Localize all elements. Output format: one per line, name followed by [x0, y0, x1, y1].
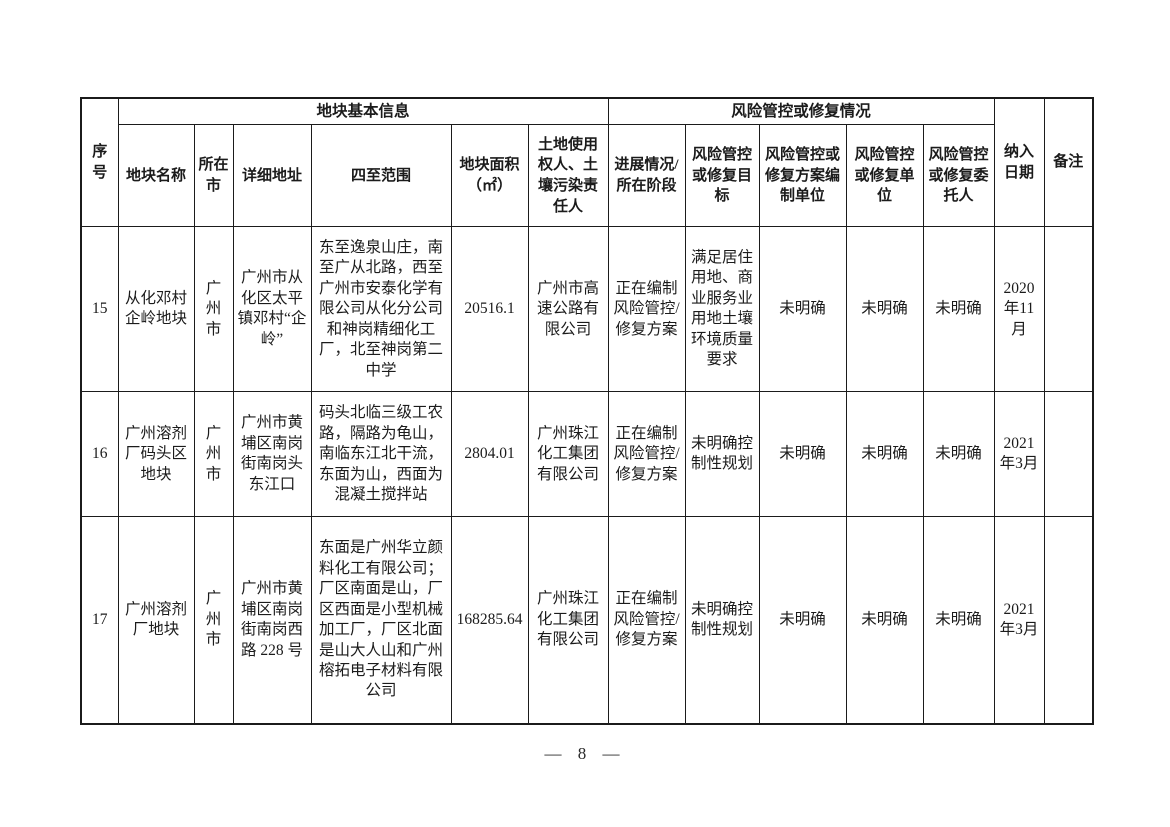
cell-repair-unit: 未明确 — [845, 391, 924, 518]
header-city: 所在市 — [193, 124, 234, 228]
cell-city: 广州市 — [193, 391, 234, 518]
header-boundaries: 四至范围 — [310, 124, 452, 228]
group-header-row: 序号 地块基本信息 风险管控或修复情况 纳入日期 备注 — [80, 97, 1094, 228]
land-parcel-table: 序号 地块基本信息 风险管控或修复情况 纳入日期 备注 地块名称 所在市 详细地… — [80, 97, 1095, 725]
page-number: — 8 — — [544, 744, 626, 763]
cell-area: 168285.64 — [450, 516, 529, 725]
cell-remark — [1043, 516, 1094, 725]
header-progress: 进展情况/所在阶段 — [607, 124, 686, 228]
cell-seq: 17 — [80, 516, 119, 725]
cell-client: 未明确 — [922, 516, 995, 725]
header-repair-unit: 风险管控或修复单位 — [845, 124, 924, 228]
cell-progress: 正在编制风险管控/修复方案 — [607, 516, 686, 725]
header-address: 详细地址 — [232, 124, 312, 228]
cell-address: 广州市黄埔区南岗街南岗头东江口 — [232, 391, 312, 518]
cell-plan-unit: 未明确 — [758, 391, 847, 518]
cell-repair-unit: 未明确 — [845, 226, 924, 393]
header-owner: 土地使用权人、土壤污染责任人 — [527, 124, 609, 228]
group-header-risk-info: 风险管控或修复情况 — [607, 97, 995, 126]
cell-plot-name: 广州溶剂厂码头区地块 — [117, 391, 195, 518]
header-date: 纳入日期 — [993, 97, 1045, 228]
cell-area: 20516.1 — [450, 226, 529, 393]
cell-plot-name: 从化邓村企岭地块 — [117, 226, 195, 393]
header-plan-unit: 风险管控或修复方案编制单位 — [758, 124, 847, 228]
cell-address: 广州市黄埔区南岗街南岗西路 228 号 — [232, 516, 312, 725]
cell-target: 满足居住用地、商业服务业用地土壤环境质量要求 — [684, 226, 760, 393]
cell-owner: 广州珠江化工集团有限公司 — [527, 516, 609, 725]
cell-seq: 15 — [80, 226, 119, 393]
header-remark: 备注 — [1043, 97, 1094, 228]
cell-date: 2021年3月 — [993, 391, 1045, 518]
cell-city: 广州市 — [193, 226, 234, 393]
header-plot-name: 地块名称 — [117, 124, 195, 228]
cell-boundaries: 码头北临三级工农路，隔路为龟山，南临东江北干流，东面为山，西面为混凝土搅拌站 — [310, 391, 452, 518]
cell-city: 广州市 — [193, 516, 234, 725]
table-row: 15 从化邓村企岭地块 广州市 广州市从化区太平镇邓村“企岭” 东至逸泉山庄，南… — [80, 226, 1094, 393]
cell-boundaries: 东至逸泉山庄，南至广从北路，西至广州市安泰化学有限公司从化分公司和神岗精细化工厂… — [310, 226, 452, 393]
cell-date: 2020年11月 — [993, 226, 1045, 393]
cell-plan-unit: 未明确 — [758, 226, 847, 393]
cell-owner: 广州市高速公路有限公司 — [527, 226, 609, 393]
header-client: 风险管控或修复委托人 — [922, 124, 995, 228]
cell-progress: 正在编制风险管控/修复方案 — [607, 391, 686, 518]
cell-plot-name: 广州溶剂厂地块 — [117, 516, 195, 725]
cell-remark — [1043, 391, 1094, 518]
cell-client: 未明确 — [922, 226, 995, 393]
header-area: 地块面积（㎡） — [450, 124, 529, 228]
cell-plan-unit: 未明确 — [758, 516, 847, 725]
cell-progress: 正在编制风险管控/修复方案 — [607, 226, 686, 393]
table-row: 17 广州溶剂厂地块 广州市 广州市黄埔区南岗街南岗西路 228 号 东面是广州… — [80, 516, 1094, 725]
cell-remark — [1043, 226, 1094, 393]
cell-target: 未明确控制性规划 — [684, 391, 760, 518]
cell-client: 未明确 — [922, 391, 995, 518]
cell-target: 未明确控制性规划 — [684, 516, 760, 725]
header-target: 风险管控或修复目标 — [684, 124, 760, 228]
cell-repair-unit: 未明确 — [845, 516, 924, 725]
header-seq: 序号 — [80, 97, 119, 228]
cell-seq: 16 — [80, 391, 119, 518]
table-row: 16 广州溶剂厂码头区地块 广州市 广州市黄埔区南岗街南岗头东江口 码头北临三级… — [80, 391, 1094, 518]
cell-boundaries: 东面是广州华立颜料化工有限公司；厂区南面是山，厂区西面是小型机械加工厂，厂区北面… — [310, 516, 452, 725]
cell-owner: 广州珠江化工集团有限公司 — [527, 391, 609, 518]
group-header-basic-info: 地块基本信息 — [117, 97, 609, 126]
cell-area: 2804.01 — [450, 391, 529, 518]
column-header-row: 地块名称 所在市 详细地址 四至范围 地块面积（㎡） 土地使用权人、土壤污染责任… — [81, 124, 1093, 228]
cell-address: 广州市从化区太平镇邓村“企岭” — [232, 226, 312, 393]
cell-date: 2021年3月 — [993, 516, 1045, 725]
